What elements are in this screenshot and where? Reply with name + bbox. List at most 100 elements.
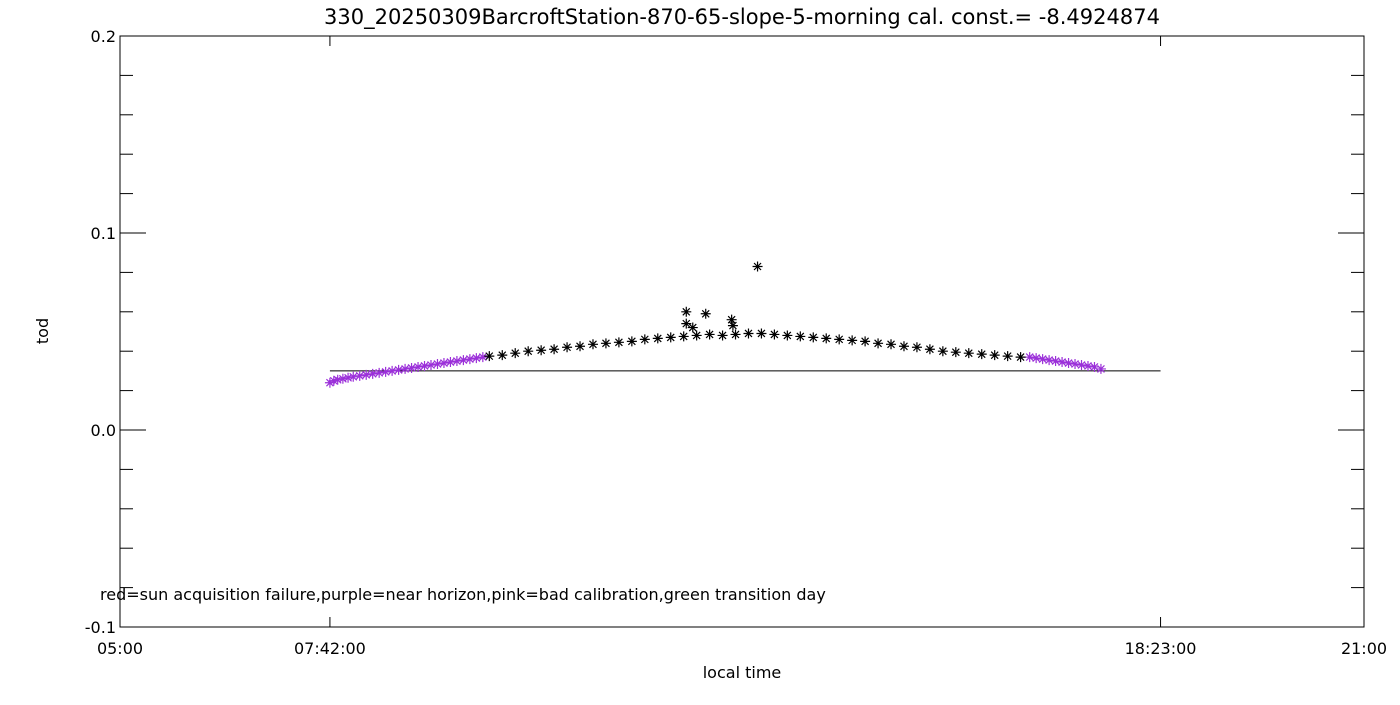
- data-point: [730, 329, 741, 340]
- data-point: [1044, 355, 1055, 366]
- data-point: [989, 350, 1000, 361]
- data-point: [337, 373, 348, 384]
- data-point: [1095, 363, 1106, 374]
- y-axis-label: tod: [33, 318, 52, 344]
- data-point: [681, 306, 692, 317]
- data-point: [393, 364, 404, 375]
- data-point: [717, 330, 728, 341]
- data-point: [549, 344, 560, 355]
- data-point: [898, 341, 909, 352]
- data-point: [451, 356, 462, 367]
- x-tick-label: 21:00: [1341, 639, 1387, 658]
- data-point: [1070, 359, 1081, 370]
- data-point: [510, 348, 521, 359]
- data-point: [471, 353, 482, 364]
- data-point: [860, 336, 871, 347]
- data-point: [704, 329, 715, 340]
- data-point: [458, 355, 469, 366]
- data-point: [523, 346, 534, 357]
- data-point: [652, 333, 663, 344]
- data-point: [1024, 352, 1035, 363]
- data-point: [536, 345, 547, 356]
- chart-title: 330_20250309BarcroftStation-870-65-slope…: [324, 5, 1160, 30]
- data-point: [726, 314, 737, 325]
- x-tick-label: 07:42:00: [294, 639, 366, 658]
- data-point: [687, 322, 698, 333]
- data-point: [834, 334, 845, 345]
- data-point: [1057, 357, 1068, 368]
- data-point: [639, 334, 650, 345]
- data-point: [821, 333, 832, 344]
- data-point: [324, 377, 335, 388]
- data-point: [426, 359, 436, 370]
- x-tick-label: 05:00: [97, 639, 143, 658]
- data-point: [937, 346, 948, 357]
- data-point: [1037, 354, 1048, 365]
- data-point: [1050, 356, 1061, 367]
- data-point: [678, 331, 689, 342]
- data-point: [1076, 359, 1087, 370]
- data-point: [600, 338, 611, 349]
- data-point: [756, 328, 767, 339]
- data-point: [1031, 353, 1042, 364]
- data-point: [400, 363, 411, 374]
- data-points: [324, 261, 1106, 388]
- data-point: [484, 351, 495, 362]
- data-point: [438, 358, 449, 369]
- data-point: [727, 320, 738, 331]
- data-point: [497, 350, 508, 361]
- data-point: [795, 331, 806, 342]
- data-point: [691, 330, 702, 341]
- data-point: [328, 375, 339, 386]
- data-point: [562, 342, 573, 353]
- data-point: [847, 335, 858, 346]
- data-point: [613, 337, 624, 348]
- legend-note: red=sun acquisition failure,purple=near …: [100, 585, 826, 604]
- data-point: [1089, 361, 1100, 372]
- data-point: [432, 359, 443, 370]
- data-point: [1002, 351, 1013, 362]
- data-point: [700, 308, 711, 319]
- data-point: [924, 344, 935, 355]
- data-point: [445, 357, 456, 368]
- data-point: [380, 366, 391, 377]
- data-point: [477, 352, 488, 363]
- data-point: [419, 360, 430, 371]
- data-point: [963, 348, 974, 359]
- data-point: [575, 341, 586, 352]
- data-point: [348, 371, 359, 382]
- data-point: [665, 332, 676, 343]
- data-point: [976, 349, 987, 360]
- x-tick-label: 18:23:00: [1125, 639, 1197, 658]
- data-point: [626, 336, 637, 347]
- data-point: [808, 332, 819, 343]
- y-tick-label: -0.1: [85, 618, 116, 637]
- data-point: [354, 370, 365, 381]
- y-tick-label: 0.2: [91, 27, 116, 46]
- data-point: [1063, 358, 1074, 369]
- data-point: [886, 339, 897, 350]
- data-point: [743, 328, 754, 339]
- x-axis-ticks: 05:00 07:42:00 18:23:00 21:00: [97, 36, 1387, 658]
- y-tick-label: 0.1: [91, 224, 116, 243]
- y-minor-ticks: [120, 74, 1364, 589]
- data-point: [587, 339, 598, 350]
- data-point: [681, 318, 692, 329]
- data-point: [782, 330, 793, 341]
- data-point: [406, 362, 417, 373]
- data-point: [374, 367, 385, 378]
- data-point: [911, 342, 922, 353]
- data-point: [332, 374, 343, 385]
- data-point: [343, 372, 354, 383]
- data-point: [387, 365, 398, 376]
- x-axis-label: local time: [703, 663, 782, 682]
- data-point: [769, 329, 780, 340]
- plot-frame: [119, 35, 1365, 628]
- data-point: [367, 368, 378, 379]
- data-point: [464, 354, 475, 365]
- data-point: [752, 261, 763, 272]
- data-point: [950, 347, 961, 358]
- y-tick-label: 0.0: [91, 421, 116, 440]
